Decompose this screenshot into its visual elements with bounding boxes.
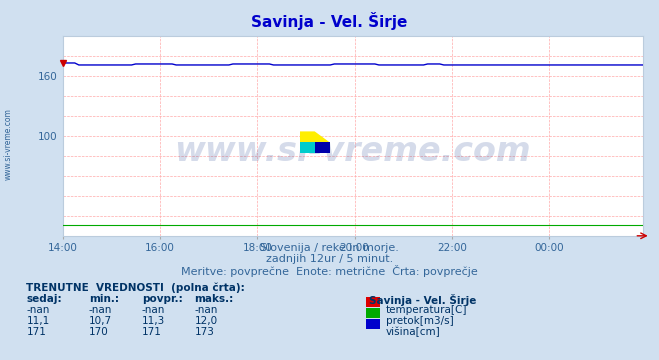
Text: 11,3: 11,3 [142, 316, 165, 326]
Text: -nan: -nan [142, 305, 165, 315]
Text: 170: 170 [89, 327, 109, 337]
Text: 171: 171 [142, 327, 161, 337]
Text: 173: 173 [194, 327, 214, 337]
Text: 12,0: 12,0 [194, 316, 217, 326]
Text: min.:: min.: [89, 294, 119, 304]
Text: -nan: -nan [194, 305, 217, 315]
Text: Savinja - Vel. Širje: Savinja - Vel. Širje [251, 12, 408, 30]
Polygon shape [315, 142, 330, 153]
Text: zadnjih 12ur / 5 minut.: zadnjih 12ur / 5 minut. [266, 254, 393, 264]
Text: www.si-vreme.com: www.si-vreme.com [4, 108, 13, 180]
Polygon shape [300, 142, 330, 153]
Text: 171: 171 [26, 327, 46, 337]
Text: -nan: -nan [26, 305, 49, 315]
Text: 11,1: 11,1 [26, 316, 49, 326]
Text: povpr.:: povpr.: [142, 294, 183, 304]
Text: -nan: -nan [89, 305, 112, 315]
Text: 10,7: 10,7 [89, 316, 112, 326]
Text: sedaj:: sedaj: [26, 294, 62, 304]
Text: Slovenija / reke in morje.: Slovenija / reke in morje. [260, 243, 399, 253]
Text: temperatura[C]: temperatura[C] [386, 305, 467, 315]
Text: višina[cm]: višina[cm] [386, 327, 440, 337]
Text: Savinja - Vel. Širje: Savinja - Vel. Širje [369, 294, 476, 306]
Text: TRENUTNE  VREDNOSTI  (polna črta):: TRENUTNE VREDNOSTI (polna črta): [26, 283, 245, 293]
Text: maks.:: maks.: [194, 294, 234, 304]
Text: pretok[m3/s]: pretok[m3/s] [386, 316, 453, 326]
Polygon shape [300, 131, 330, 153]
Text: www.si-vreme.com: www.si-vreme.com [174, 135, 531, 168]
Text: Meritve: povprečne  Enote: metrične  Črta: povprečje: Meritve: povprečne Enote: metrične Črta:… [181, 265, 478, 276]
